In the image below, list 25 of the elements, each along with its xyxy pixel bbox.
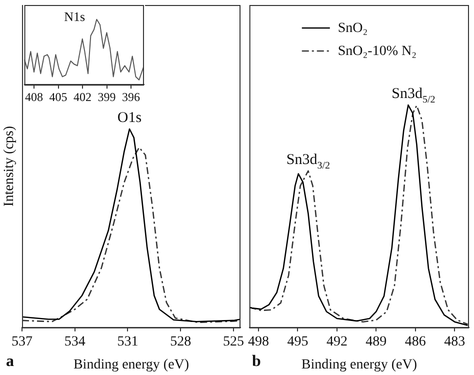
x-tick-label: 483 (444, 334, 466, 350)
annotation: N1s (64, 9, 86, 24)
x-tick-label: 408 (25, 90, 43, 104)
x-tick-label: 537 (12, 334, 32, 350)
text: b (252, 353, 261, 370)
x-tick-label: 489 (366, 334, 387, 350)
legend-label: SnO₂-10% N₂ (338, 44, 417, 59)
x-tick-label: 534 (64, 334, 86, 350)
x-tick-label: 531 (117, 334, 138, 350)
x-axis-title: Binding energy (eV) (73, 357, 190, 372)
x-tick-label: 525 (222, 334, 244, 350)
y-axis-title: Intensity (cps) (2, 126, 17, 206)
x-tick-label: 486 (404, 334, 426, 350)
legend-label: SnO₂ (338, 21, 368, 36)
x-tick-label: 399 (98, 90, 116, 104)
x-tick-label: 405 (49, 90, 68, 104)
annotation: O1s (117, 110, 142, 126)
text: a (6, 353, 14, 370)
x-tick-label: 396 (122, 90, 140, 104)
x-tick-label: 528 (170, 334, 192, 350)
x-tick-label: 495 (287, 334, 308, 350)
x-tick-label: 498 (248, 334, 269, 350)
x-tick-label: 402 (74, 90, 92, 104)
x-axis-title: Binding energy (eV) (301, 357, 418, 372)
x-tick-label: 492 (326, 334, 348, 350)
